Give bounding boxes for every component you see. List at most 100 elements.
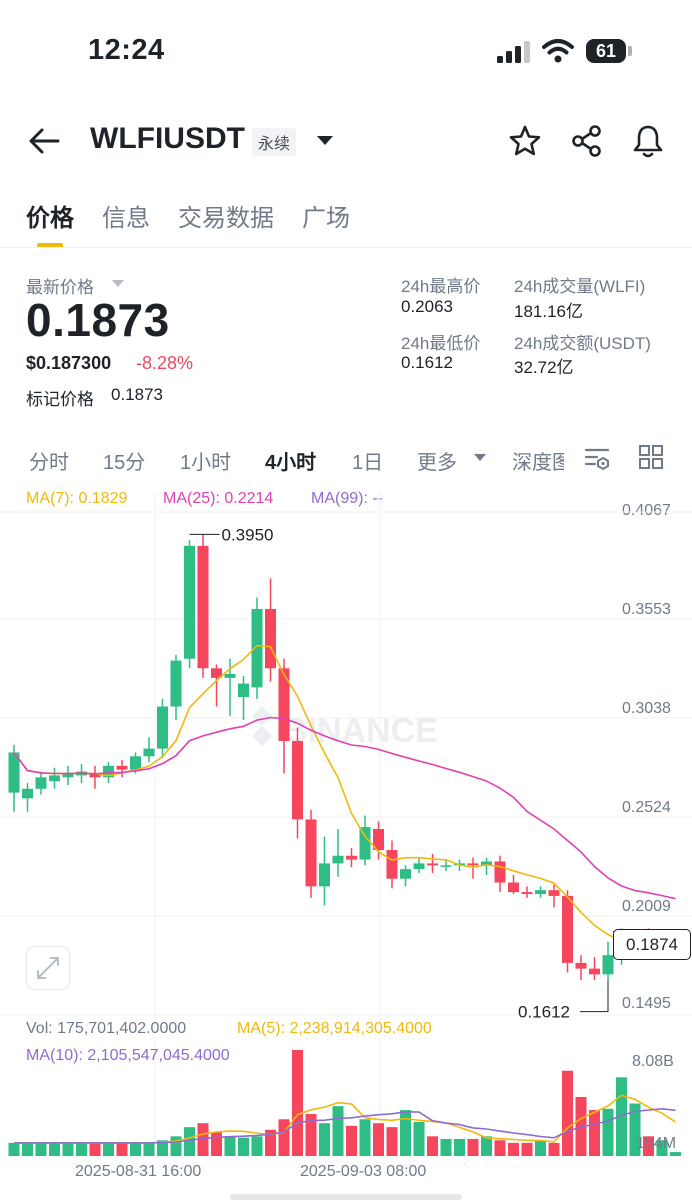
candle-body — [22, 788, 33, 799]
interval-more[interactable]: 更多 — [417, 452, 457, 474]
volume-bar — [494, 1140, 506, 1156]
candle-body — [440, 865, 452, 867]
share-icon[interactable] — [570, 124, 604, 158]
volume-bar — [130, 1142, 141, 1156]
candle-body — [143, 748, 155, 757]
volume-bar — [238, 1137, 249, 1156]
volume-bar — [184, 1127, 195, 1156]
binance-logo-icon — [252, 706, 272, 746]
y-tick: 0.4067 — [622, 502, 671, 519]
symbol-dropdown-icon[interactable] — [315, 134, 335, 148]
latest-price-label[interactable]: 最新价格 — [26, 278, 94, 297]
ma99-label: MA(99): -- — [311, 490, 383, 507]
usd-value: $0.187300 — [26, 353, 112, 373]
y-tick: 0.1495 — [622, 995, 671, 1012]
volume-bar — [89, 1142, 101, 1156]
more-dropdown-icon[interactable] — [473, 453, 487, 463]
volume-bar — [346, 1125, 357, 1156]
volume-bar — [224, 1136, 236, 1156]
volume-base-value: 181.16亿 — [514, 302, 583, 321]
volume-bar — [440, 1138, 452, 1156]
volume-bar — [508, 1142, 519, 1156]
volume-ma5-label: MA(5): 2,238,914,305.4000 — [237, 1020, 432, 1037]
volume-ma10-line — [14, 1107, 676, 1144]
interval-1h[interactable]: 1小时 — [180, 452, 232, 474]
expand-icon — [37, 957, 59, 979]
volume-bar — [319, 1123, 330, 1156]
volume-bar — [305, 1114, 317, 1156]
candle-body — [535, 890, 546, 895]
volume-bar — [467, 1138, 479, 1156]
candle-body — [89, 773, 101, 778]
tab-square[interactable]: 广场 — [302, 205, 350, 232]
low-24h-label: 24h最低价 — [401, 334, 481, 353]
candle-body — [548, 890, 560, 896]
candle-body — [103, 765, 114, 778]
price-type-dropdown-icon[interactable] — [111, 279, 125, 289]
volume-bar — [116, 1142, 128, 1156]
mark-price-label: 标记价格 — [26, 390, 94, 409]
tab-price[interactable]: 价格 — [26, 205, 74, 232]
volume-bar — [35, 1142, 47, 1156]
volume-bar — [359, 1119, 371, 1156]
volume-quote-label: 24h成交额(USDT) — [514, 334, 651, 353]
candle-body — [575, 962, 587, 969]
candle-body — [427, 863, 438, 866]
candle-body — [602, 955, 614, 975]
candle-body — [278, 668, 290, 741]
interval-depth[interactable]: 深度图 — [512, 452, 564, 474]
back-arrow-icon[interactable] — [28, 126, 60, 156]
tabs-divider — [0, 247, 692, 248]
volume-bar — [413, 1121, 425, 1156]
notification-bell-icon[interactable] — [632, 123, 664, 159]
indicator-settings-icon[interactable] — [583, 444, 611, 472]
ma7-line — [13, 644, 676, 955]
volume-tick-min: 154M — [636, 1135, 677, 1152]
candle-body — [562, 895, 573, 963]
interval-4h[interactable]: 4小时 — [265, 452, 317, 474]
candle-body — [494, 861, 506, 883]
candle-body — [49, 775, 60, 782]
layout-grid-icon[interactable] — [638, 444, 664, 470]
candle-body — [373, 828, 384, 851]
low-annotation-line — [580, 981, 609, 1013]
signal-icon — [497, 41, 530, 63]
volume-bar — [589, 1110, 600, 1156]
last-price: 0.1873 — [26, 294, 170, 346]
volume-bar — [616, 1077, 627, 1156]
volume-bar — [521, 1142, 533, 1156]
candle-body — [251, 608, 263, 688]
interval-1d[interactable]: 1日 — [352, 452, 384, 474]
favorite-star-icon[interactable] — [508, 124, 542, 158]
x-tick: 2025-08-31 16:00 — [75, 1163, 202, 1180]
interval-line[interactable]: 分时 — [29, 452, 69, 474]
volume-bar — [373, 1123, 384, 1156]
volume-bar — [157, 1140, 168, 1156]
tab-trading-data[interactable]: 交易数据 — [178, 205, 274, 232]
volume-bar — [292, 1050, 303, 1156]
low-24h-value: 0.1612 — [401, 353, 453, 372]
price-change-percent: -8.28% — [136, 353, 194, 373]
status-time: 12:24 — [88, 34, 165, 66]
candle-body — [467, 863, 479, 866]
current-price-tag: 0.1874 — [613, 929, 691, 960]
candle-body — [8, 752, 20, 793]
candle-body — [35, 777, 47, 789]
volume-bar — [22, 1142, 33, 1156]
battery-icon: 61 — [586, 39, 626, 63]
volume-tick-max: 8.08B — [632, 1053, 674, 1070]
contract-type-badge: 永续 — [252, 128, 297, 156]
candle-body — [413, 863, 425, 870]
candle-body — [332, 855, 344, 864]
x-tick: 2025-09-03 08:00 — [300, 1163, 427, 1180]
volume-base-label: 24h成交量(WLFI) — [514, 277, 646, 296]
symbol-title[interactable]: WLFIUSDT — [90, 122, 245, 155]
candle-body — [211, 668, 222, 678]
fullscreen-button[interactable] — [26, 946, 70, 990]
candle-body — [346, 855, 357, 860]
candle-body — [130, 756, 141, 770]
high-24h-label: 24h最高价 — [401, 277, 481, 296]
tab-info[interactable]: 信息 — [102, 205, 150, 232]
interval-15m[interactable]: 15分 — [103, 452, 146, 474]
